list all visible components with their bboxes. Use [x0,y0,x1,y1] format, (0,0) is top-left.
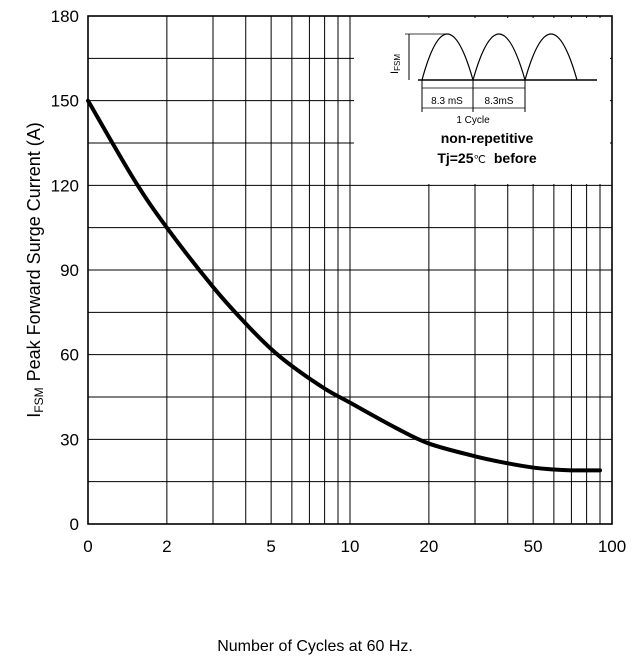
inset-note-2-unit: ℃ [474,154,486,166]
y-tick-label: 120 [51,176,79,195]
tick-labels: 0 30 60 90 120 150 180 0 2 5 10 20 50 100 [51,7,627,556]
x-tick-label: 10 [341,537,360,556]
x-tick-label: 5 [266,537,275,556]
inset-ifsm-prefix: I [389,71,401,74]
y-tick-label: 0 [70,515,79,534]
inset-waveform: IFSM 8.3 mS 8.3mS 1 Cycle non-repetitive… [354,18,610,184]
x-tick-label: 20 [419,537,438,556]
y-tick-label: 180 [51,7,79,26]
x-axis-label: Number of Cycles at 60 Hz. [217,638,413,655]
y-axis-label-sub: FSM [32,387,46,412]
inset-note-1: non-repetitive [441,130,534,146]
x-tick-label: 100 [598,537,626,556]
x-tick-label: 0 [83,537,92,556]
plot-frame [87,15,613,525]
y-axis-label: IFSM Peak Forward Surge Current (A) [24,122,46,417]
inset-note-2-prefix: Tj=25 [437,150,473,166]
inset-ifsm-sub: FSM [393,54,402,71]
inset-cycle-label: 1 Cycle [456,115,490,126]
x-tick-label: 2 [162,537,171,556]
x-tick-label: 50 [524,537,543,556]
inset-background [354,18,610,184]
inset-half-sine-pulses [421,33,578,83]
surge-current-curve [86,98,603,473]
y-tick-label: 150 [51,92,79,111]
y-axis-label-prefix: I [24,413,44,418]
inset-ifsm-label: IFSM [389,54,402,74]
y-axis-label-text: Peak Forward Surge Current (A) [24,122,44,381]
y-tick-label: 60 [60,346,79,365]
y-tick-label: 30 [60,430,79,449]
inset-note-2-suffix: before [494,150,537,166]
inset-period-label-1: 8.3 mS [431,96,463,107]
inset-note-2: Tj=25℃ before [437,150,537,166]
y-tick-label: 90 [60,261,79,280]
inset-period-label-2: 8.3mS [485,96,514,107]
